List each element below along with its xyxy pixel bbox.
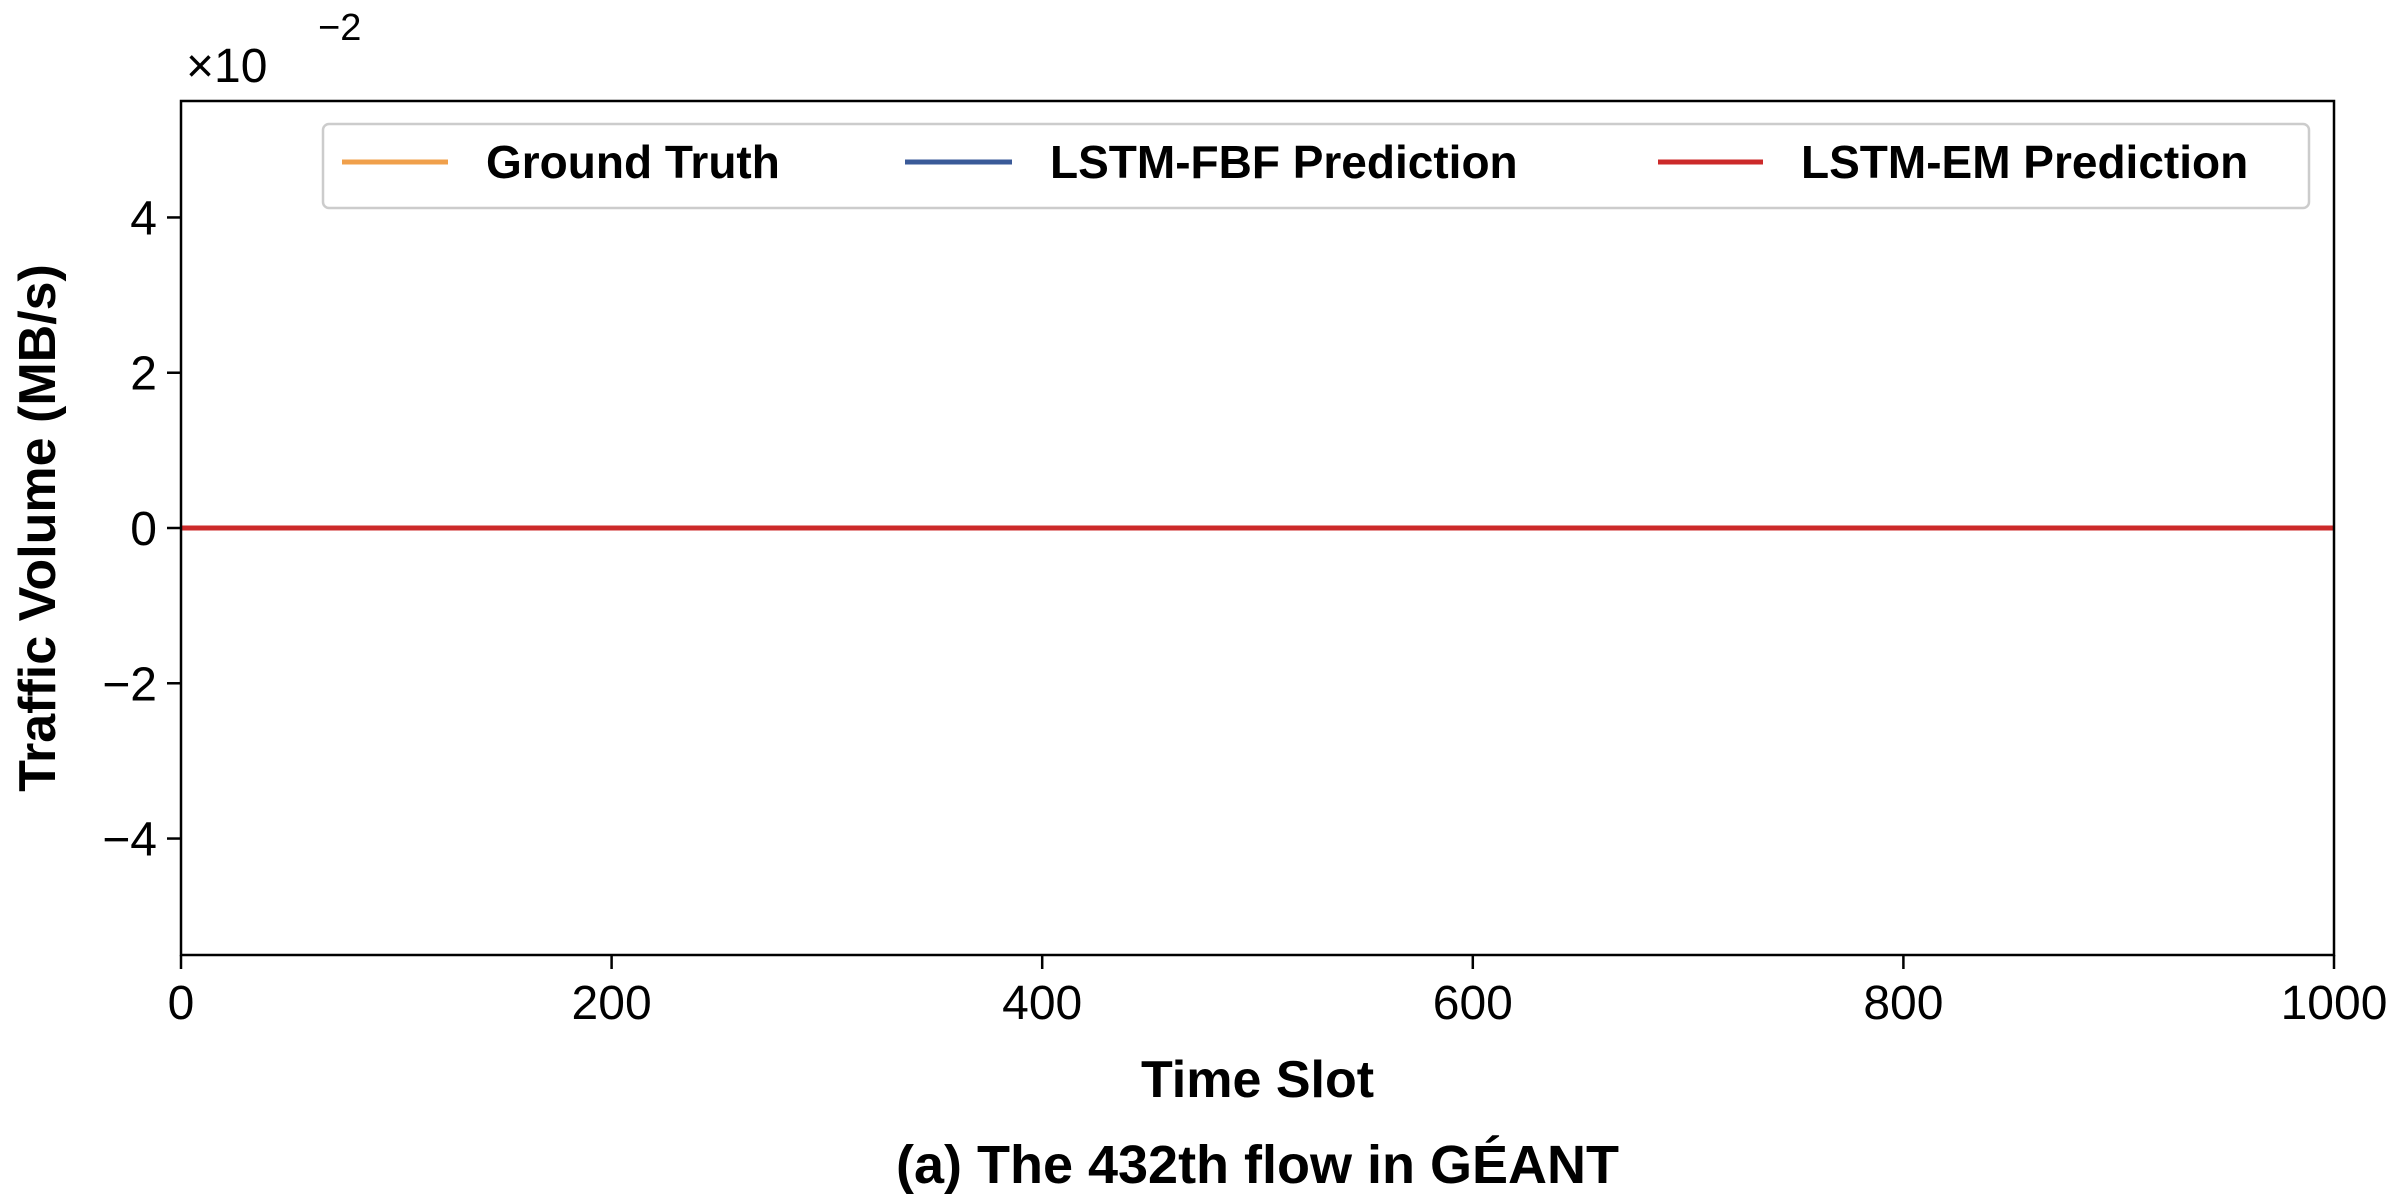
y-axis-ticks: −4 −2 0 2 4 [102, 192, 181, 867]
x-axis-ticks: 0 200 400 600 800 1000 [168, 955, 2388, 1030]
x-tick-label: 1000 [2281, 977, 2388, 1030]
y-tick-label: 0 [130, 503, 157, 556]
x-tick-label: 0 [168, 977, 195, 1030]
y-tick-label: 4 [130, 192, 157, 245]
x-axis-title: Time Slot [1141, 1051, 1374, 1109]
legend-label-3: LSTM-EM Prediction [1801, 136, 2248, 188]
legend-label-1: Ground Truth [486, 136, 780, 188]
y-axis-offset-exponent: −2 [318, 7, 361, 49]
x-tick-label: 600 [1433, 977, 1513, 1030]
y-axis-offset-base: ×10 [186, 40, 267, 93]
x-tick-label: 800 [1863, 977, 1943, 1030]
y-tick-label: −2 [102, 658, 157, 711]
y-tick-label: −4 [102, 814, 157, 867]
legend: Ground Truth LSTM-FBF Prediction LSTM-EM P… [321, 122, 2311, 210]
y-tick-label: 2 [130, 348, 157, 401]
x-tick-label: 400 [1002, 977, 1082, 1030]
chart-caption: (a) The 432th flow in GÉANT [896, 1135, 1619, 1195]
x-tick-label: 200 [572, 977, 652, 1030]
legend-frame [321, 122, 2311, 210]
y-axis-title: Traffic Volume (MB/s) [9, 264, 67, 792]
legend-label-2: LSTM-FBF Prediction [1050, 136, 1518, 188]
